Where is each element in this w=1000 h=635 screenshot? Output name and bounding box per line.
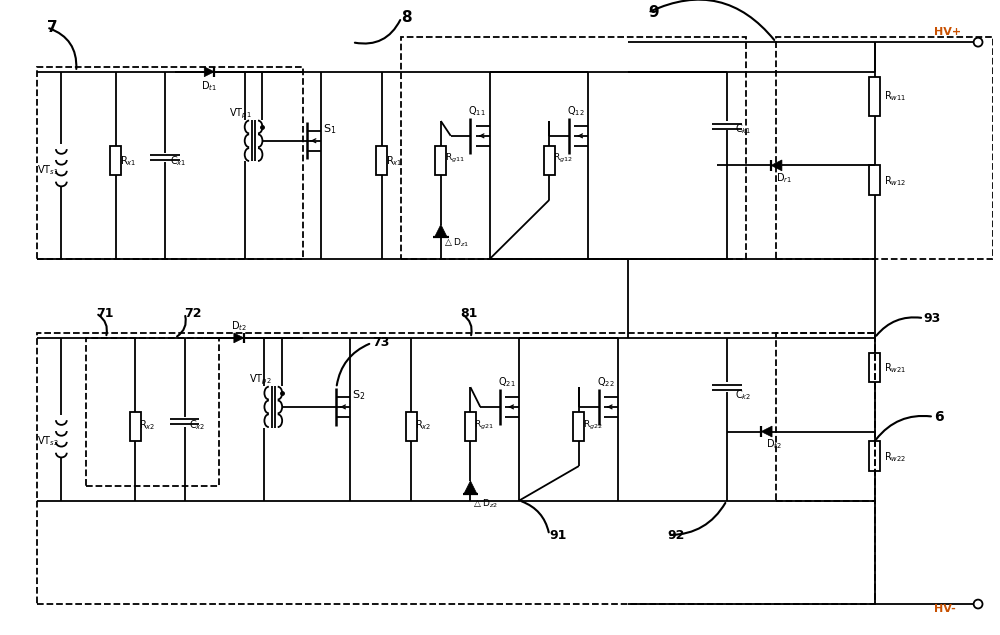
Text: 71: 71 bbox=[96, 307, 113, 320]
Text: VT$_{s2}$: VT$_{s2}$ bbox=[37, 434, 59, 448]
Text: S$_2$: S$_2$ bbox=[352, 388, 365, 402]
Bar bbox=[544, 145, 555, 175]
Bar bbox=[110, 145, 121, 175]
Text: VT$_{s1}$: VT$_{s1}$ bbox=[37, 163, 59, 177]
Text: 73: 73 bbox=[372, 337, 389, 349]
Text: C$_{x1}$: C$_{x1}$ bbox=[170, 154, 186, 168]
Text: $\triangle$D$_{z1}$: $\triangle$D$_{z1}$ bbox=[443, 237, 469, 249]
Text: HV-: HV- bbox=[934, 604, 955, 614]
Polygon shape bbox=[761, 426, 772, 437]
Text: D$_{r1}$: D$_{r1}$ bbox=[776, 171, 792, 185]
Text: 8: 8 bbox=[401, 10, 412, 25]
Text: 93: 93 bbox=[924, 312, 941, 324]
Bar bbox=[37, 333, 875, 604]
Bar bbox=[401, 37, 746, 259]
Polygon shape bbox=[234, 333, 244, 343]
Polygon shape bbox=[771, 160, 782, 171]
Text: R$_{x1}$: R$_{x1}$ bbox=[386, 154, 402, 168]
Polygon shape bbox=[204, 67, 214, 77]
Bar bbox=[465, 412, 476, 441]
Text: 9: 9 bbox=[648, 5, 658, 20]
Text: Q$_{22}$: Q$_{22}$ bbox=[597, 375, 614, 389]
Text: $\triangle$D$_{z2}$: $\triangle$D$_{z2}$ bbox=[472, 498, 499, 511]
Bar bbox=[435, 145, 446, 175]
Text: 6: 6 bbox=[934, 410, 943, 424]
Text: VT$_{p2}$: VT$_{p2}$ bbox=[249, 373, 271, 387]
Text: VT$_{p1}$: VT$_{p1}$ bbox=[229, 107, 252, 121]
Text: R$_{g12}$: R$_{g12}$ bbox=[553, 152, 573, 165]
Bar bbox=[869, 441, 880, 471]
Text: R$_{x1}$: R$_{x1}$ bbox=[120, 154, 136, 168]
Bar bbox=[376, 145, 387, 175]
Bar bbox=[37, 67, 303, 259]
Polygon shape bbox=[434, 225, 447, 237]
Bar bbox=[86, 338, 219, 486]
Text: HV+: HV+ bbox=[934, 27, 961, 37]
Bar bbox=[406, 412, 417, 441]
Polygon shape bbox=[464, 481, 477, 493]
Bar bbox=[869, 77, 880, 116]
Text: C$_{k2}$: C$_{k2}$ bbox=[735, 388, 751, 402]
Text: R$_{w11}$: R$_{w11}$ bbox=[884, 90, 907, 104]
Text: R$_{g11}$: R$_{g11}$ bbox=[445, 152, 465, 165]
Text: 7: 7 bbox=[47, 20, 57, 35]
Text: Q$_{12}$: Q$_{12}$ bbox=[567, 104, 585, 118]
Text: R$_{x2}$: R$_{x2}$ bbox=[415, 418, 432, 432]
Text: R$_{w12}$: R$_{w12}$ bbox=[884, 174, 907, 188]
Text: C$_{x2}$: C$_{x2}$ bbox=[189, 418, 206, 432]
Text: S$_1$: S$_1$ bbox=[323, 122, 336, 136]
Text: 72: 72 bbox=[185, 307, 202, 320]
Bar bbox=[130, 412, 141, 441]
Text: 92: 92 bbox=[668, 528, 685, 542]
Text: R$_{x2}$: R$_{x2}$ bbox=[139, 418, 156, 432]
Text: D$_{t2}$: D$_{t2}$ bbox=[766, 438, 782, 451]
Text: D$_{t1}$: D$_{t1}$ bbox=[201, 79, 217, 93]
Text: R$_{g21}$: R$_{g21}$ bbox=[474, 418, 494, 432]
Text: 91: 91 bbox=[549, 528, 567, 542]
Bar bbox=[776, 333, 875, 500]
Text: D$_{t2}$: D$_{t2}$ bbox=[231, 319, 247, 333]
Text: R$_{w22}$: R$_{w22}$ bbox=[884, 450, 907, 464]
Text: R$_{g22}$: R$_{g22}$ bbox=[583, 418, 603, 432]
Text: 81: 81 bbox=[461, 307, 478, 320]
Text: Q$_{11}$: Q$_{11}$ bbox=[468, 104, 486, 118]
Bar bbox=[869, 352, 880, 382]
Text: Q$_{21}$: Q$_{21}$ bbox=[498, 375, 516, 389]
Text: R$_{w21}$: R$_{w21}$ bbox=[884, 361, 907, 375]
Text: C$_{k1}$: C$_{k1}$ bbox=[735, 122, 751, 136]
Bar bbox=[573, 412, 584, 441]
Bar bbox=[776, 37, 993, 259]
Bar bbox=[869, 165, 880, 195]
